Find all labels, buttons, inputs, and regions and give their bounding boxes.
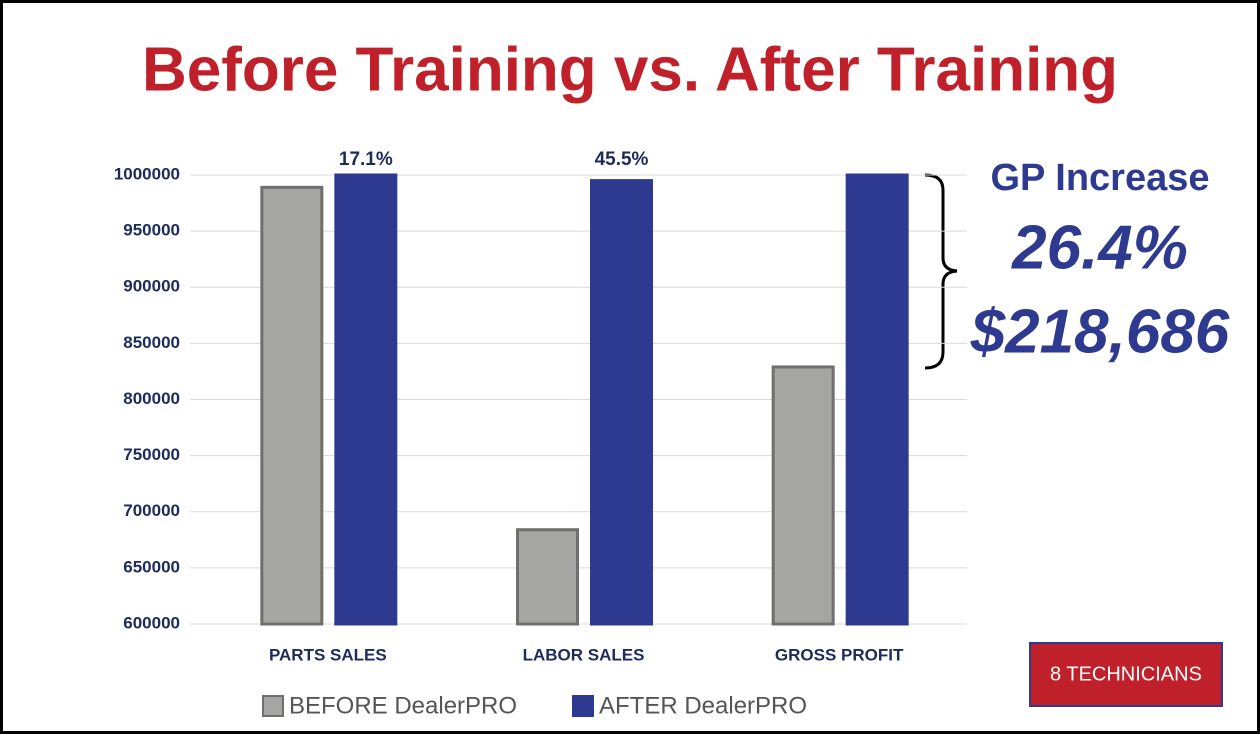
y-tick-label: 600000: [123, 613, 180, 632]
y-tick-label: 900000: [123, 277, 180, 296]
x-tick-label: LABOR SALES: [523, 645, 645, 664]
y-tick-label: 950000: [123, 221, 180, 240]
legend-swatch: [262, 695, 284, 717]
legend-swatch: [572, 695, 594, 717]
x-tick-label: PARTS SALES: [269, 645, 387, 664]
legend-label: BEFORE DealerPRO: [289, 692, 517, 719]
y-tick-label: 800000: [123, 389, 180, 408]
brace: [924, 173, 958, 370]
y-tick-label: 750000: [123, 445, 180, 464]
badge: 8 TECHNICIANS: [1050, 663, 1202, 685]
callout-percent: 26.4%: [1011, 213, 1188, 282]
bar: [590, 179, 653, 626]
x-tick-label: GROSS PROFIT: [775, 645, 904, 664]
callout-label: GP Increase: [990, 157, 1209, 199]
bar: [260, 185, 324, 626]
bar: [845, 173, 909, 626]
chart-title: Before Training vs. After Training: [142, 35, 1118, 104]
annotation: 17.1%: [339, 149, 393, 170]
y-tick-label: 1000000: [114, 164, 180, 183]
bar: [334, 173, 398, 626]
legend-label: AFTER DealerPRO: [599, 692, 807, 719]
y-tick-label: 850000: [123, 333, 180, 352]
annotation: 45.5%: [595, 149, 649, 170]
bar: [516, 528, 579, 626]
callout-amount: $218,686: [970, 297, 1230, 366]
badge-box: [1029, 642, 1223, 707]
y-tick-label: 650000: [123, 557, 180, 576]
bar: [771, 365, 835, 626]
y-tick-label: 700000: [123, 501, 180, 520]
